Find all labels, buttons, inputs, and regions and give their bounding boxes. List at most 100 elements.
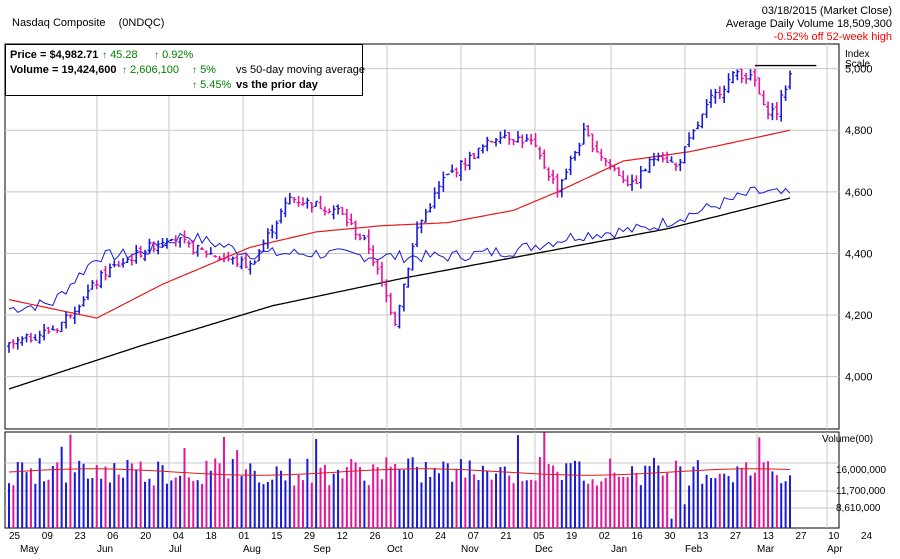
volume-bar — [337, 469, 340, 528]
price-bar — [441, 171, 446, 192]
price-bar — [520, 134, 525, 149]
volume-bar — [740, 467, 743, 528]
price-bar — [480, 144, 485, 154]
volume-bar — [696, 460, 699, 528]
volume-bar — [609, 458, 612, 528]
price-panel — [4, 43, 840, 430]
volume-bar — [117, 474, 120, 528]
volume-bar — [569, 463, 572, 528]
price-bar — [50, 325, 55, 331]
volume-axis-title: Volume(00) — [822, 434, 873, 445]
volume-bar — [170, 480, 173, 528]
volume-bar — [411, 457, 414, 528]
price-bar — [200, 247, 205, 251]
date-tick-label: 29 — [304, 531, 316, 542]
volume-bar — [565, 463, 568, 528]
price-bar — [340, 206, 345, 215]
price-bar — [226, 251, 231, 262]
price-bar — [691, 129, 696, 140]
volume-bar — [758, 437, 761, 528]
price-bar — [164, 237, 169, 249]
volume-50-text: vs 50-day moving average — [236, 64, 366, 76]
price-bar — [546, 167, 551, 181]
volume-bar — [420, 482, 423, 528]
price-bar — [467, 151, 472, 170]
price-bar — [305, 197, 310, 209]
price-bar — [384, 279, 389, 303]
price-bar — [20, 336, 25, 346]
price-change: ↑ 45.28 — [102, 49, 138, 61]
price-tick-label: 4,000 — [845, 372, 873, 384]
month-label: May — [20, 544, 39, 555]
volume-bar — [12, 485, 15, 528]
price-tick-label: 4,200 — [845, 310, 873, 322]
price-bar — [608, 159, 613, 170]
price-bar — [283, 197, 288, 218]
price-bar — [770, 102, 775, 121]
price-bar — [573, 150, 578, 161]
volume-bar — [635, 472, 638, 528]
price-bar — [687, 132, 692, 148]
relative-strength-path — [8, 186, 791, 314]
volume-bar — [534, 480, 537, 528]
volume-bar — [297, 474, 300, 528]
volume-bar — [152, 485, 155, 528]
price-bar — [55, 328, 60, 334]
volume-bar — [718, 473, 721, 528]
price-bar — [726, 73, 731, 94]
price-bar — [432, 187, 437, 209]
price-bar — [331, 205, 336, 220]
price-bar — [7, 342, 11, 353]
volume-bar — [29, 468, 32, 528]
price-bar — [761, 90, 766, 106]
price-bar — [243, 253, 248, 269]
volume-bar — [516, 435, 519, 528]
volume-bar — [161, 465, 164, 528]
volume-bar — [459, 459, 462, 528]
price-bar — [248, 260, 253, 275]
stats-box: Price = $4,982.71 ↑ 45.28 ↑ 0.92% Volume… — [5, 44, 366, 96]
volume-bar — [91, 478, 94, 528]
price-bar — [204, 250, 209, 258]
price-bar — [195, 244, 200, 257]
volume-bar — [424, 461, 427, 528]
date-tick-label: 07 — [468, 531, 480, 542]
volume-bar — [468, 460, 471, 528]
volume-bar — [345, 467, 348, 528]
price-bar — [186, 240, 191, 248]
volume-bar — [587, 483, 590, 528]
price-bar — [314, 200, 319, 208]
date-tick-label: 23 — [75, 531, 87, 542]
volume-bar — [714, 478, 717, 528]
relative-strength-line — [8, 186, 791, 314]
volume-bar — [644, 465, 647, 528]
date-tick-label: 04 — [173, 531, 185, 542]
price-bar — [599, 148, 604, 161]
price-bar — [603, 157, 608, 167]
price-bar — [178, 237, 183, 248]
price-bar — [621, 170, 626, 184]
date-tick-label: 25 — [9, 531, 21, 542]
volume-bar — [556, 471, 559, 528]
date-tick-label: 27 — [730, 531, 742, 542]
volume-bar — [367, 485, 370, 528]
volume-bar — [574, 460, 577, 528]
price-bar — [379, 261, 384, 287]
price-bar — [270, 224, 275, 239]
volume-bar — [538, 456, 541, 528]
volume-bar — [323, 464, 326, 528]
price-bar — [783, 85, 788, 101]
volume-bar — [578, 461, 581, 528]
volume-bar — [165, 483, 168, 528]
price-bar — [257, 248, 262, 262]
price-bar — [423, 208, 428, 223]
volume-bar — [350, 458, 353, 528]
price-bar — [643, 168, 648, 172]
price-bar — [397, 304, 402, 329]
price-bar — [757, 77, 762, 95]
volume-bar — [762, 462, 765, 528]
volume-bar — [253, 470, 256, 528]
price-bar — [682, 146, 687, 164]
price-bar — [208, 247, 213, 255]
price-bar — [406, 267, 411, 288]
